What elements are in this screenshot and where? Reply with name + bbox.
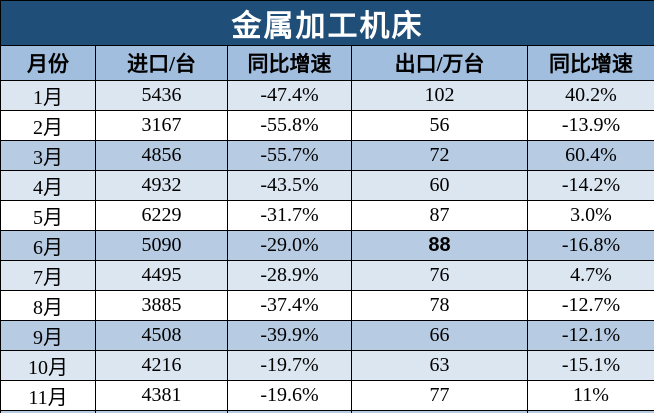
export-cell: 102: [351, 80, 528, 111]
column-header-2: 同比增速: [227, 45, 352, 81]
import-yoy-cell: -47.4%: [227, 80, 352, 111]
export-cell: 56: [351, 110, 528, 141]
export-yoy-cell: 3.0%: [526, 200, 654, 231]
column-header-1: 进口/台: [95, 45, 228, 81]
import-yoy-cell: -28.9%: [227, 260, 352, 291]
import-yoy-cell: -43.5%: [227, 170, 352, 201]
header-row: 月份 进口/台 同比增速 出口/万台 同比增速: [0, 45, 654, 81]
table-row: 6月 5090 -29.0% 88 -16.8%: [0, 230, 654, 261]
import-yoy-cell: -55.7%: [227, 140, 352, 171]
export-cell: 60: [351, 170, 528, 201]
table-title: 金属加工机床: [0, 0, 654, 46]
export-cell: 88: [351, 230, 528, 261]
import-cell: 5436: [95, 80, 228, 111]
column-header-3: 出口/万台: [351, 45, 528, 81]
export-yoy-cell: -13.9%: [526, 110, 654, 141]
export-yoy-cell: -14.2%: [526, 170, 654, 201]
column-header-0: 月份: [0, 45, 96, 81]
import-yoy-cell: -31.7%: [227, 200, 352, 231]
export-cell: 66: [351, 320, 528, 351]
import-cell: 3167: [95, 110, 228, 141]
export-yoy-cell: -12.1%: [526, 320, 654, 351]
export-yoy-cell: -15.1%: [526, 350, 654, 381]
table-row: 5月 6229 -31.7% 87 3.0%: [0, 200, 654, 231]
month-cell: 1月: [0, 80, 96, 111]
export-yoy-cell: -16.8%: [526, 230, 654, 261]
export-cell: 76: [351, 260, 528, 291]
export-yoy-cell: 40.2%: [526, 80, 654, 111]
export-yoy-cell: 11%: [526, 380, 654, 411]
import-cell: 4495: [95, 260, 228, 291]
table-row: 3月 4856 -55.7% 72 60.4%: [0, 140, 654, 171]
import-cell: 4856: [95, 140, 228, 171]
import-cell: 6229: [95, 200, 228, 231]
import-yoy-cell: -19.7%: [227, 350, 352, 381]
export-yoy-cell: 4.7%: [526, 260, 654, 291]
table-row: 2月 3167 -55.8% 56 -13.9%: [0, 110, 654, 141]
month-cell: 4月: [0, 170, 96, 201]
export-cell: 78: [351, 290, 528, 321]
import-cell: 4932: [95, 170, 228, 201]
table-row: 9月 4508 -39.9% 66 -12.1%: [0, 320, 654, 351]
import-yoy-cell: -37.4%: [227, 290, 352, 321]
export-cell: 63: [351, 350, 528, 381]
month-cell: 3月: [0, 140, 96, 171]
month-cell: 9月: [0, 320, 96, 351]
table-body: 1月 5436 -47.4% 102 40.2% 2月 3167 -55.8% 56 -13.9%…: [0, 80, 654, 413]
column-header-4: 同比增速: [526, 45, 654, 81]
table-row: 7月 4495 -28.9% 76 4.7%: [0, 260, 654, 291]
export-cell: 87: [351, 200, 528, 231]
import-cell: 3885: [95, 290, 228, 321]
month-cell: 10月: [0, 350, 96, 381]
month-cell: 7月: [0, 260, 96, 291]
month-cell: 2月: [0, 110, 96, 141]
import-yoy-cell: -19.6%: [227, 380, 352, 411]
month-cell: 11月: [0, 380, 96, 411]
import-cell: 4381: [95, 380, 228, 411]
import-yoy-cell: -29.0%: [227, 230, 352, 261]
table-row: 1月 5436 -47.4% 102 40.2%: [0, 80, 654, 111]
title-row: 金属加工机床: [0, 0, 654, 46]
export-cell: 72: [351, 140, 528, 171]
export-yoy-cell: 60.4%: [526, 140, 654, 171]
export-cell: 77: [351, 380, 528, 411]
import-cell: 5090: [95, 230, 228, 261]
month-cell: 8月: [0, 290, 96, 321]
import-cell: 4508: [95, 320, 228, 351]
table-row: 4月 4932 -43.5% 60 -14.2%: [0, 170, 654, 201]
month-cell: 5月: [0, 200, 96, 231]
month-cell: 6月: [0, 230, 96, 261]
table-row: 8月 3885 -37.4% 78 -12.7%: [0, 290, 654, 321]
import-yoy-cell: -55.8%: [227, 110, 352, 141]
export-yoy-cell: -12.7%: [526, 290, 654, 321]
table-row: 10月 4216 -19.7% 63 -15.1%: [0, 350, 654, 381]
import-cell: 4216: [95, 350, 228, 381]
table-row: 11月 4381 -19.6% 77 11%: [0, 380, 654, 411]
import-yoy-cell: -39.9%: [227, 320, 352, 351]
table-row: 12月4333-44.5%尚未公布尚未公布: [0, 410, 654, 413]
